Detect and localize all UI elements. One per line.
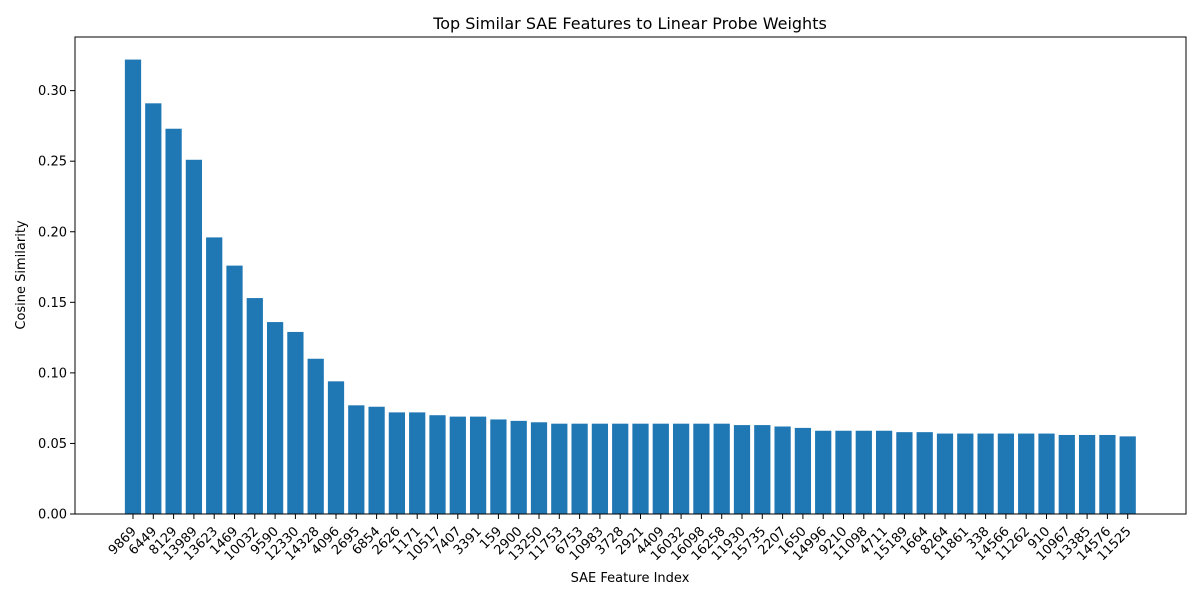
bar-14566 [997, 433, 1015, 514]
y-tick-label: 0.20 [38, 225, 67, 240]
bars-group [124, 59, 1136, 515]
x-axis-ticks: 9869644981291398913623146910032959012330… [106, 514, 1135, 564]
bar-8264 [936, 433, 954, 514]
bar-11753 [551, 423, 568, 514]
bar-11098 [855, 430, 872, 514]
bar-6753 [571, 423, 588, 514]
bar-4711 [875, 430, 893, 514]
bar-1171 [409, 412, 426, 514]
bar-159 [490, 419, 507, 514]
bar-338 [977, 433, 994, 514]
bar-11262 [1018, 433, 1035, 514]
bar-14576 [1099, 434, 1116, 514]
bar-14996 [815, 430, 832, 514]
bar-1650 [794, 427, 812, 514]
bar-910 [1038, 433, 1055, 514]
y-tick-label: 0.00 [38, 508, 67, 523]
bar-4096 [327, 381, 345, 514]
plot-frame [74, 36, 1187, 515]
bar-6854 [368, 406, 385, 514]
y-tick-label: 0.05 [38, 437, 67, 452]
bar-10983 [591, 423, 609, 514]
y-axis-ticks: 0.00 0.05 0.10 0.15 0.20 0.25 0.30 [38, 84, 75, 523]
bar-12330 [287, 331, 304, 514]
bar-14328 [307, 358, 324, 514]
bar-11930 [733, 425, 751, 514]
y-tick-label: 0.10 [38, 366, 67, 381]
bar-9869 [124, 59, 142, 514]
bar-2207 [774, 426, 791, 514]
bar-13250 [530, 422, 548, 514]
bar-6449 [145, 103, 162, 514]
chart-title: Top Similar SAE Features to Linear Probe… [432, 14, 827, 33]
bar-10967 [1058, 434, 1075, 514]
bar-1664 [916, 432, 933, 514]
bar-2921 [632, 423, 649, 514]
bar-1469 [226, 265, 243, 514]
bar-11861 [957, 433, 974, 514]
bar-10032 [246, 298, 263, 514]
bar-2626 [388, 412, 406, 514]
y-tick-label: 0.30 [38, 84, 67, 99]
bar-13623 [206, 237, 223, 514]
bar-3391 [469, 416, 487, 514]
bar-2900 [510, 420, 527, 514]
bar-2695 [348, 405, 365, 514]
bar-13989 [185, 159, 203, 514]
bar-11525 [1119, 436, 1136, 514]
bar-15189 [896, 432, 913, 514]
bar-7407 [449, 416, 466, 514]
bar-15735 [754, 425, 771, 514]
bar-8129 [165, 128, 182, 515]
bar-4409 [652, 423, 669, 514]
bar-10517 [429, 415, 446, 514]
bar-3728 [612, 423, 629, 514]
y-tick-label: 0.25 [38, 155, 67, 170]
bar-13385 [1078, 434, 1096, 514]
bar-16032 [672, 423, 690, 514]
bar-16258 [713, 423, 730, 514]
bar-9590 [266, 322, 284, 514]
bar-9210 [835, 430, 852, 514]
y-axis-label: Cosine Similarity [14, 220, 29, 330]
bar-16098 [693, 423, 710, 514]
y-tick-label: 0.15 [38, 296, 67, 311]
x-axis-label: SAE Feature Index [571, 571, 690, 586]
